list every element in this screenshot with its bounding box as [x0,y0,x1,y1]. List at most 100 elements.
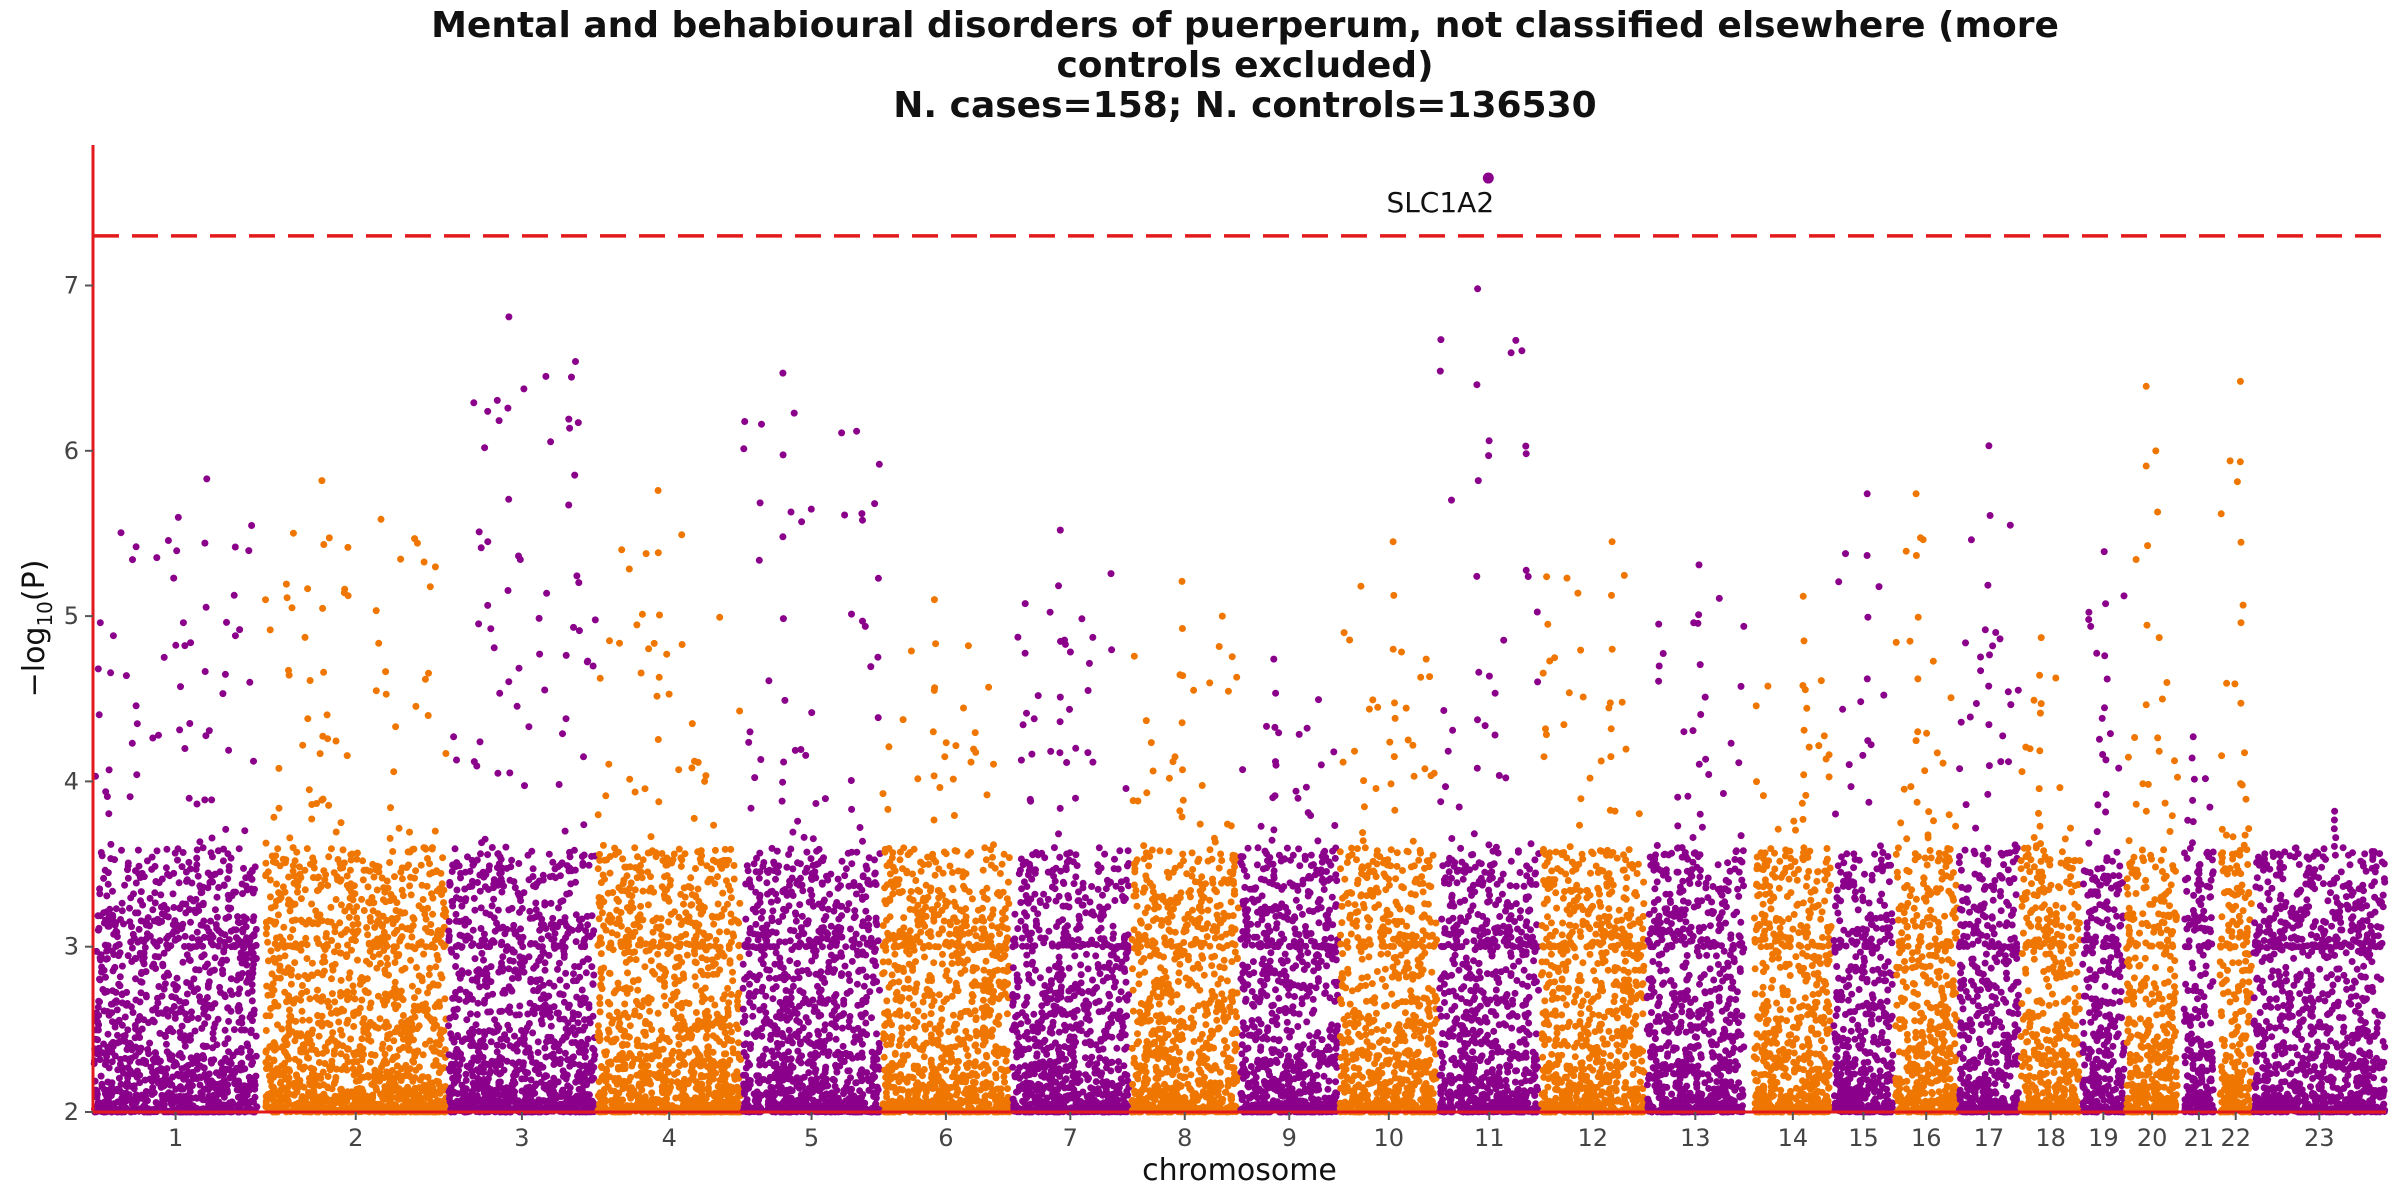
chromosome-2-points [262,515,450,1116]
peak-point-chr7 [1057,637,1064,645]
x-tick-label-chr22: 22 [2220,1124,2251,1152]
peak-point-chr6 [930,816,938,824]
title-line-3: N. cases=158; N. controls=136530 [893,85,1597,126]
peak-point-chr10 [1389,645,1397,653]
peak-point-chr6 [931,684,939,692]
chromosome-6-points [879,642,1013,1116]
peak-point-chr2 [319,732,327,740]
x-tick-label-chr9: 9 [1282,1124,1297,1152]
peak-point-chr9 [1272,689,1280,697]
peak-point-chr1 [201,668,209,675]
peak-point-chr19 [2100,548,2108,556]
peak-point-chr10 [1391,806,1399,814]
highlight-label: SLC1A2 [1386,186,1494,219]
peak-point-chr21 [2189,733,2197,741]
x-tick-label-chr1: 1 [168,1124,183,1152]
peak-point-chr12 [1608,591,1615,599]
chromosome-16-points [1892,534,1961,1116]
peak-point-chr15 [1863,490,1871,498]
peak-point-chr1 [201,539,209,547]
peak-point-chr23 [2332,834,2340,842]
x-tick-label-chr3: 3 [514,1124,529,1152]
peak-point-chr21 [2189,818,2197,826]
x-tick-label-chr6: 6 [938,1124,953,1152]
peak-point-chr10 [1390,591,1398,599]
peak-point-chr3 [505,313,513,321]
x-tick-label-chr2: 2 [348,1124,363,1152]
peak-point-chr9 [1270,655,1278,663]
peak-point-chr20 [2144,780,2152,788]
peak-point-chr12 [1606,699,1614,707]
peak-point-chr23 [2330,842,2338,850]
peak-point-chr12 [1608,645,1616,653]
peak-point-chr16 [1912,552,1920,559]
peak-point-chr2 [318,477,326,485]
peak-point-chr1 [202,732,210,740]
peak-point-chr22 [2236,377,2244,385]
chromosome-19-points [2079,592,2128,1116]
peak-point-chr4 [654,736,662,743]
chromosome-17-points [1955,521,2022,1116]
chromosome-8-points [1128,612,1242,1116]
highlight-point [1482,172,1494,184]
x-tick-label-chr5: 5 [804,1124,819,1152]
chromosome-12-points [1537,571,1648,1116]
chromosome-14-points [1750,677,1835,1116]
peak-point-chr8 [1178,813,1186,821]
peak-point-chr5 [779,615,787,623]
peak-point-chr14 [1800,771,1808,779]
peak-point-chr6 [930,772,938,780]
chromosome-1-points [90,513,261,1116]
peak-point-chr20 [2142,701,2150,709]
peak-point-chr18 [2036,671,2044,679]
peak-point-chr17 [1986,512,1994,519]
peak-point-chr7 [1056,693,1064,701]
x-tick-label-chr18: 18 [2035,1124,2066,1152]
peak-point-chr19 [2101,704,2108,712]
peak-point-chr11 [1473,381,1481,389]
peak-point-chr22 [2237,619,2245,627]
peak-point-chr13 [1696,810,1704,818]
peak-point-chr5 [779,451,787,459]
chromosome-22-points [2216,457,2255,1116]
peak-point-chr3 [504,404,512,412]
peak-point-chr15 [1864,613,1872,621]
peak-point-chr23 [2331,851,2339,859]
peak-point-chr9 [1271,792,1279,800]
y-tick-label: 5 [64,602,79,630]
peak-point-chr23 [2330,825,2338,833]
peak-point-chr2 [320,668,328,676]
peak-point-chr19 [2102,756,2110,764]
peak-point-chr10 [1389,538,1397,546]
peak-point-chr1 [201,796,209,804]
peak-point-chr2 [320,541,328,548]
x-tick-label-chr13: 13 [1680,1124,1711,1152]
peak-point-chr17 [1985,442,1993,450]
peak-point-chr17 [1986,651,1993,659]
peak-point-chr17 [1984,581,1992,589]
peak-point-chr8 [1178,577,1186,585]
peak-point-chr19 [2102,808,2110,816]
chart-title: Mental and behabioural disorders of puer… [0,6,2400,126]
title-line-2: controls excluded) [1056,45,1434,86]
peak-point-chr1 [202,603,210,611]
peak-point-chr18 [2036,747,2044,755]
chromosome-15-points [1830,550,1897,1116]
peak-point-chr18 [2035,785,2043,793]
x-tick-label-chr4: 4 [662,1124,677,1152]
x-tick-label-chr12: 12 [1578,1124,1609,1152]
peak-point-chr19 [2101,652,2109,660]
peak-point-chr4 [655,798,663,806]
chromosome-23-points [2250,844,2389,1116]
y-axis-label-sub: 10 [33,601,57,626]
peak-point-chr11 [1474,285,1482,293]
x-tick-label-chr11: 11 [1474,1124,1505,1152]
peak-point-chr12 [1608,538,1616,546]
x-tick-label-chr16: 16 [1911,1124,1942,1152]
y-axis-label: −log10(P) [17,560,57,698]
peak-point-chr13 [1697,711,1705,718]
title-line-1: Mental and behabioural disorders of puer… [431,5,2059,46]
chromosome-5-points [739,409,884,1116]
peak-point-chr8 [1179,672,1187,680]
